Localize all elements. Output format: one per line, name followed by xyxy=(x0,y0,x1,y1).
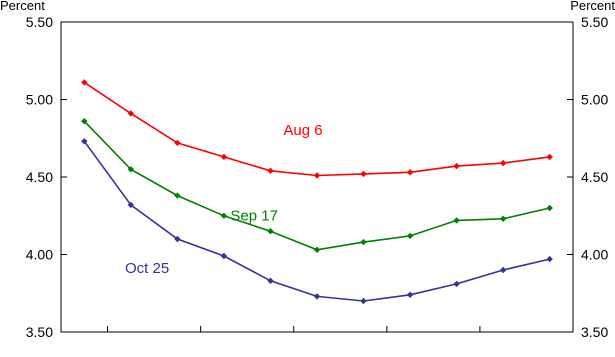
y-tick-label-right: 4.00 xyxy=(581,247,608,263)
data-point xyxy=(500,159,507,167)
series-label: Sep 17 xyxy=(230,207,278,224)
series-line xyxy=(83,120,550,251)
data-point xyxy=(127,166,134,173)
data-point xyxy=(220,212,228,219)
data-point xyxy=(313,246,321,253)
data-point xyxy=(127,110,134,117)
data-point xyxy=(406,291,414,298)
y-tick-label-left: 5.00 xyxy=(26,92,53,108)
data-point xyxy=(220,153,228,161)
y-tick-label-right: 3.50 xyxy=(581,324,608,340)
data-point xyxy=(81,118,88,125)
data-point xyxy=(546,255,553,263)
data-point xyxy=(453,162,460,170)
y-tick-label-right: 5.50 xyxy=(581,14,608,30)
data-point xyxy=(406,232,414,240)
data-point xyxy=(267,277,274,284)
series-sep-17: Sep 17 xyxy=(81,118,553,253)
data-point xyxy=(81,79,88,86)
data-point xyxy=(360,170,367,178)
data-point xyxy=(174,235,181,243)
data-point xyxy=(360,297,367,305)
y-tick-label-left: 3.50 xyxy=(26,324,53,340)
data-point xyxy=(546,153,553,161)
data-point xyxy=(500,266,507,274)
data-point xyxy=(453,217,460,224)
y-tick-label-left: 4.00 xyxy=(26,247,53,263)
data-point xyxy=(127,201,134,209)
data-point xyxy=(220,252,228,260)
y-tick-label-left: 5.50 xyxy=(26,14,53,30)
series-label: Oct 25 xyxy=(125,260,169,277)
series-oct-25: Oct 25 xyxy=(81,138,553,305)
data-point xyxy=(546,204,553,212)
data-point xyxy=(267,228,274,235)
data-point xyxy=(500,215,507,222)
series-aug-6: Aug 6 xyxy=(81,79,553,179)
y-axis-unit-right: Percent xyxy=(570,0,615,13)
data-point xyxy=(81,138,88,145)
y-tick-label-right: 5.00 xyxy=(581,92,608,108)
data-point xyxy=(313,172,321,179)
y-tick-label-left: 4.50 xyxy=(26,169,53,185)
y-axis-unit-left: Percent xyxy=(0,0,45,13)
data-point xyxy=(267,167,274,174)
data-point xyxy=(313,293,321,300)
y-tick-label-right: 4.50 xyxy=(581,169,608,185)
data-point xyxy=(174,139,181,147)
series-label: Aug 6 xyxy=(283,122,322,139)
data-point xyxy=(174,192,181,199)
data-point xyxy=(406,169,414,176)
data-point xyxy=(360,238,367,246)
data-point xyxy=(453,280,460,288)
